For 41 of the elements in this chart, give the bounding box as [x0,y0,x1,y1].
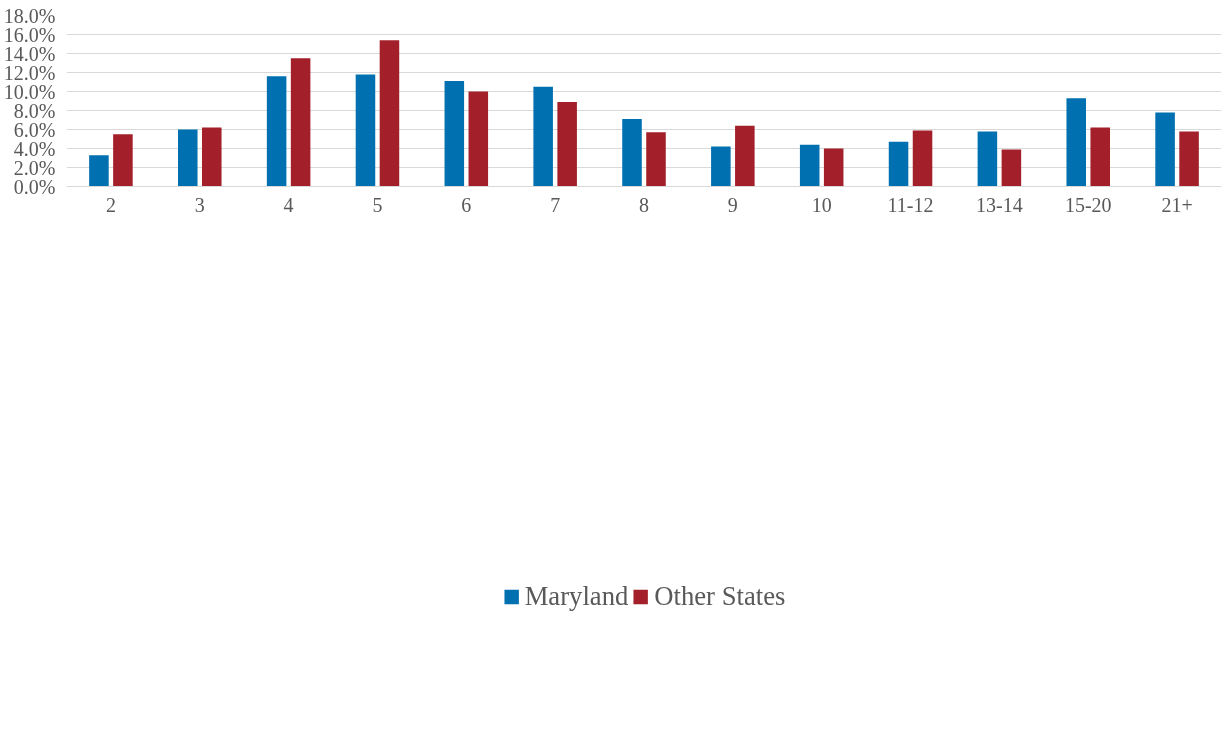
x-tick-label: 5 [372,193,383,216]
x-tick-label: 4 [283,193,294,216]
bar [178,129,198,187]
bar [888,141,909,187]
bar [89,155,109,187]
bar [823,148,844,187]
x-tick-label: 8 [639,193,649,216]
bar [646,132,666,187]
x-tick-label: 15-20 [1064,193,1112,216]
bar [912,130,933,187]
bar [557,101,577,187]
x-tick-label: 11-12 [887,193,934,216]
bar [1179,131,1199,187]
bar [622,119,642,187]
bar [977,131,998,187]
legend-label: Maryland [524,580,629,612]
x-tick-label: 10 [811,193,832,216]
bar [1001,149,1022,187]
bar [201,127,222,187]
bar [113,134,133,187]
bar [711,146,731,187]
bar [468,91,489,187]
bar [444,81,465,187]
x-tick-label: 3 [194,193,205,216]
x-tick-label: 21+ [1161,193,1193,216]
bar [1155,112,1175,187]
bar [266,76,287,187]
legend-label: Other States [654,580,786,612]
x-tick-label: 9 [727,193,738,216]
x-tick-label: 2 [105,193,116,216]
bar [1090,127,1110,187]
x-tick-label: 6 [461,193,472,216]
bar [799,144,820,187]
bar [735,125,755,187]
bar [1066,98,1087,187]
bar [290,58,311,187]
bar [533,86,553,187]
bar [379,40,400,187]
bar [355,74,376,187]
x-tick-label: 13-14 [976,193,1023,216]
x-tick-label: 7 [550,193,561,216]
